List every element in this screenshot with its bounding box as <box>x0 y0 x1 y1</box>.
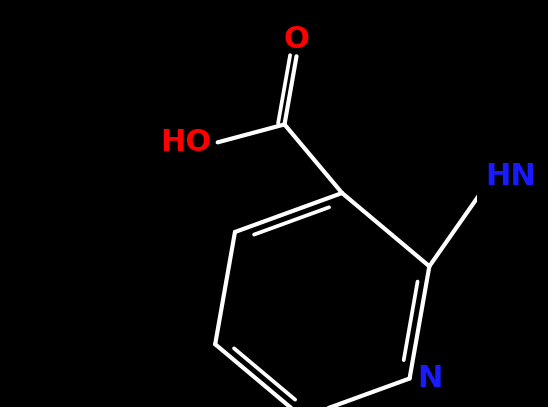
Text: N: N <box>418 364 443 393</box>
Text: HO: HO <box>161 128 212 157</box>
Text: O: O <box>283 25 310 54</box>
Text: HN: HN <box>485 162 535 191</box>
